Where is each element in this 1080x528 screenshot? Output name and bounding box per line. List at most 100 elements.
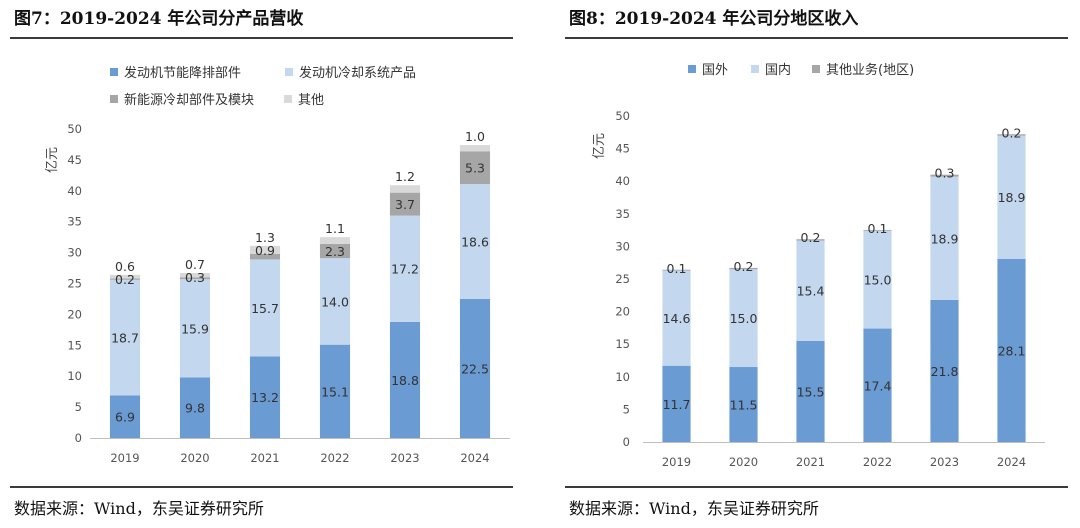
right-data-label-2019-series-1: 11.7: [663, 397, 691, 412]
left-bar-2020-series-2: [179, 279, 211, 378]
right-legend-label-1: 国外: [702, 63, 728, 78]
right-y-tick-label: 25: [615, 272, 630, 286]
left-data-label-2023-series-3: 3.7: [395, 197, 415, 212]
left-data-label-2019-series-3: 0.2: [115, 272, 135, 287]
right-stacked-bar-chart: 国外 国内 其他业务(地区) 亿元 0 5 10 15 20 25 30 35 40 45 50 11.7 14…: [592, 62, 1045, 469]
right-source-rule: [565, 486, 1068, 488]
right-data-label-2021-series-1: 15.5: [797, 384, 825, 399]
left-y-tick-label: 20: [67, 307, 82, 321]
right-legend-swatch-2: [751, 65, 759, 73]
right-legend-label-3: 其他业务(地区): [826, 62, 914, 78]
left-y-tick-label: 15: [67, 338, 82, 352]
left-source-note: 数据来源：Wind，东吴证券研究所: [14, 499, 264, 518]
right-y-axis-label: 亿元: [592, 133, 607, 159]
left-data-label-2023-series-2: 17.2: [391, 262, 419, 277]
right-source-note: 数据来源：Wind，东吴证券研究所: [569, 499, 819, 518]
left-bar-2024-series-1: [459, 298, 491, 438]
left-bar-2019-series-1: [109, 395, 141, 438]
left-data-label-2024-series-4: 1.0: [465, 129, 485, 144]
left-y-tick-label: 50: [67, 122, 82, 136]
right-bar-2019-series-3: [662, 269, 691, 271]
right-data-label-2019-series-2: 14.6: [663, 311, 691, 326]
left-data-label-2019-series-1: 6.9: [115, 410, 135, 425]
right-x-tick-label: 2020: [729, 455, 758, 469]
left-legend-swatch-1: [110, 68, 118, 76]
left-bar-2021-series-2: [249, 259, 281, 357]
right-data-label-2024-series-2: 18.9: [998, 190, 1026, 205]
left-data-label-2020-series-3: 0.3: [185, 270, 205, 285]
left-bar-2019-series-2: [109, 279, 141, 396]
left-data-label-2020-series-4: 0.7: [185, 257, 205, 272]
left-data-label-2021-series-3: 0.9: [255, 243, 275, 258]
left-bar-2022-series-3: [319, 243, 351, 259]
right-y-tick-label: 50: [615, 109, 630, 123]
right-bar-2020-series-1: [729, 367, 758, 442]
left-data-label-2019-series-4: 0.6: [115, 259, 135, 274]
left-figure-title: 图7：2019-2024 年公司分产品营收: [14, 9, 304, 29]
right-bar-2021-series-1: [796, 340, 825, 442]
left-legend-label-3: 新能源冷却部件及模块: [124, 92, 254, 108]
right-data-label-2022-series-1: 17.4: [864, 378, 892, 393]
left-data-label-2023-series-4: 1.2: [395, 169, 415, 184]
left-data-label-2020-series-2: 15.9: [181, 321, 209, 336]
left-y-axis-label: 亿元: [45, 147, 60, 173]
left-data-label-2024-series-3: 5.3: [465, 161, 485, 176]
left-data-label-2022-series-4: 1.1: [325, 221, 345, 236]
right-data-label-2022-series-2: 15.0: [864, 273, 892, 288]
right-data-label-2020-series-1: 11.5: [730, 398, 758, 413]
right-y-tick-label: 20: [615, 305, 630, 319]
left-x-tick-label: 2022: [320, 451, 349, 465]
left-y-tick-label: 10: [67, 369, 82, 383]
left-bar-2021-series-3: [249, 253, 281, 260]
right-bar-2021-series-3: [796, 239, 825, 241]
left-bar-2020-series-4: [179, 272, 211, 278]
left-bar-2021-series-4: [249, 245, 281, 254]
left-bar-2022-series-4: [319, 237, 351, 244]
left-bar-2023-series-4: [389, 185, 421, 193]
right-bar-2024-series-2: [997, 135, 1026, 259]
right-y-tick-label: 5: [623, 402, 630, 416]
left-source-rule: [10, 486, 513, 488]
right-legend-label-2: 国内: [765, 62, 791, 78]
right-y-tick-label: 40: [615, 174, 630, 188]
left-data-label-2022-series-2: 14.0: [321, 294, 349, 309]
right-data-label-2021-series-2: 15.4: [797, 284, 825, 299]
left-y-tick-label: 35: [67, 215, 82, 229]
right-legend-swatch-1: [688, 65, 696, 73]
left-y-tick-label: 0: [75, 431, 82, 445]
left-data-label-2024-series-2: 18.6: [461, 234, 489, 249]
right-x-tick-label: 2021: [796, 455, 825, 469]
left-x-tick-label: 2024: [460, 451, 489, 465]
right-bar-2022-series-3: [863, 229, 892, 231]
left-x-tick-label: 2021: [250, 451, 279, 465]
right-bar-2021-series-2: [796, 240, 825, 341]
right-x-tick-label: 2019: [662, 455, 691, 469]
right-bar-2022-series-1: [863, 328, 892, 442]
left-y-tick-label: 30: [67, 246, 82, 260]
left-data-label-2020-series-1: 9.8: [185, 401, 205, 416]
right-data-label-2019-series-3: 0.1: [667, 261, 687, 276]
left-x-tick-label: 2019: [110, 451, 139, 465]
left-data-label-2022-series-1: 15.1: [321, 384, 349, 399]
left-bar-2019-series-4: [109, 274, 141, 279]
left-figure-panel: 图7：2019-2024 年公司分产品营收 发动机节能降排部件 发动机冷却系统产品…: [0, 0, 525, 528]
left-legend-swatch-4: [284, 95, 292, 103]
left-y-tick-label: 5: [75, 400, 82, 414]
right-bar-2024-series-3: [997, 134, 1026, 136]
right-bar-2019-series-1: [662, 365, 691, 442]
left-y-tick-label: 25: [67, 277, 82, 291]
right-y-tick-label: 15: [615, 337, 630, 351]
right-data-label-2020-series-2: 15.0: [730, 311, 758, 326]
left-bar-2023-series-1: [389, 321, 421, 438]
left-bar-2021-series-1: [249, 356, 281, 438]
left-data-label-2023-series-1: 18.8: [391, 373, 419, 388]
right-data-label-2020-series-3: 0.2: [734, 259, 754, 274]
left-bar-2022-series-2: [319, 258, 351, 345]
right-bar-2024-series-1: [997, 258, 1026, 442]
left-bar-2024-series-3: [459, 151, 491, 185]
left-bar-2024-series-2: [459, 184, 491, 299]
left-bar-2020-series-1: [179, 377, 211, 438]
right-bar-2020-series-3: [729, 267, 758, 270]
right-figure-title: 图8：2019-2024 年公司分地区收入: [569, 9, 859, 29]
right-y-tick-label: 0: [623, 435, 630, 449]
